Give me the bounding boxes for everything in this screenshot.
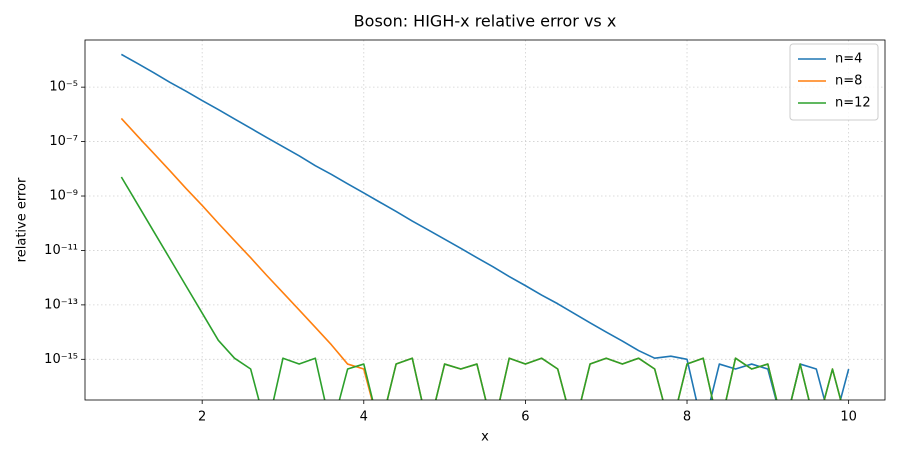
legend-label: n=12	[835, 96, 871, 111]
y-tick-label: 10⁻⁷	[49, 134, 78, 149]
y-tick-label: 10⁻¹¹	[44, 243, 78, 258]
series-line	[120, 176, 842, 400]
x-tick-label: 2	[198, 410, 206, 425]
chart-title: Boson: HIGH-x relative error vs x	[354, 12, 617, 31]
x-tick-label: 4	[360, 410, 368, 425]
x-tick-label: 6	[521, 410, 529, 425]
y-tick-label: 10⁻⁵	[49, 80, 78, 95]
plot-frame	[84, 39, 886, 401]
legend-label: n=4	[835, 52, 862, 67]
y-axis-label: relative error	[15, 177, 30, 262]
plot-lines	[120, 53, 850, 400]
x-axis-label: x	[481, 430, 489, 445]
x-tick-label: 8	[683, 410, 691, 425]
series-line	[120, 117, 842, 400]
legend-label: n=8	[835, 74, 862, 89]
series-line	[120, 53, 850, 400]
y-tick-label: 10⁻¹⁵	[44, 352, 78, 367]
x-tick-label: 10	[840, 410, 857, 425]
y-tick-label: 10⁻⁹	[49, 189, 78, 204]
y-tick-label: 10⁻¹³	[44, 297, 78, 312]
legend-box	[789, 43, 879, 121]
